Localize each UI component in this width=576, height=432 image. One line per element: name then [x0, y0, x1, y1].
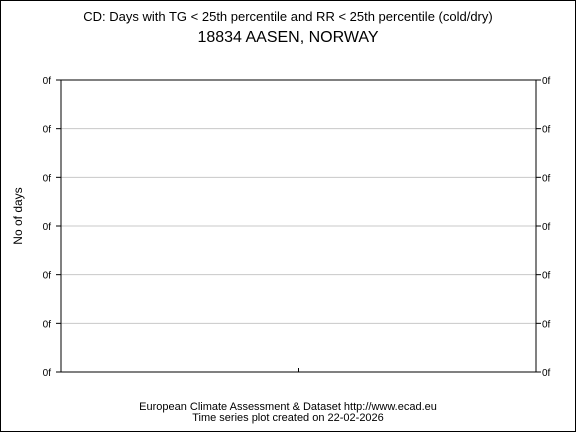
y-tick-label-right: 0f	[542, 319, 551, 330]
y-tick-label-left: 0f	[43, 76, 52, 87]
footer-source: European Climate Assessment & Dataset ht…	[139, 401, 437, 413]
chart-title: CD: Days with TG < 25th percentile and R…	[83, 9, 492, 24]
y-axis-label: No of days	[11, 187, 25, 244]
y-tick-label-left: 0f	[43, 368, 52, 379]
grid-lines	[56, 79, 541, 373]
y-tick-label-right: 0f	[542, 368, 551, 379]
y-tick-label-left: 0f	[43, 173, 52, 184]
y-tick-label-right: 0f	[542, 125, 551, 136]
y-tick-label-right: 0f	[542, 173, 551, 184]
y-tick-label-left: 0f	[43, 319, 52, 330]
y-tick-label-right: 0f	[542, 271, 551, 282]
y-tick-label-right: 0f	[542, 222, 551, 233]
y-tick-label-right: 0f	[542, 76, 551, 87]
y-tick-label-left: 0f	[43, 271, 52, 282]
footer-created-date: Time series plot created on 22-02-2026	[192, 412, 384, 424]
y-axis-left-tick-labels: 0f 0f 0f 0f 0f 0f 0f	[43, 76, 52, 379]
y-tick-label-left: 0f	[43, 222, 52, 233]
chart-subtitle: 18834 AASEN, NORWAY	[197, 29, 378, 46]
y-tick-label-left: 0f	[43, 125, 52, 136]
y-axis-right-tick-labels: 0f 0f 0f 0f 0f 0f 0f	[542, 76, 551, 379]
